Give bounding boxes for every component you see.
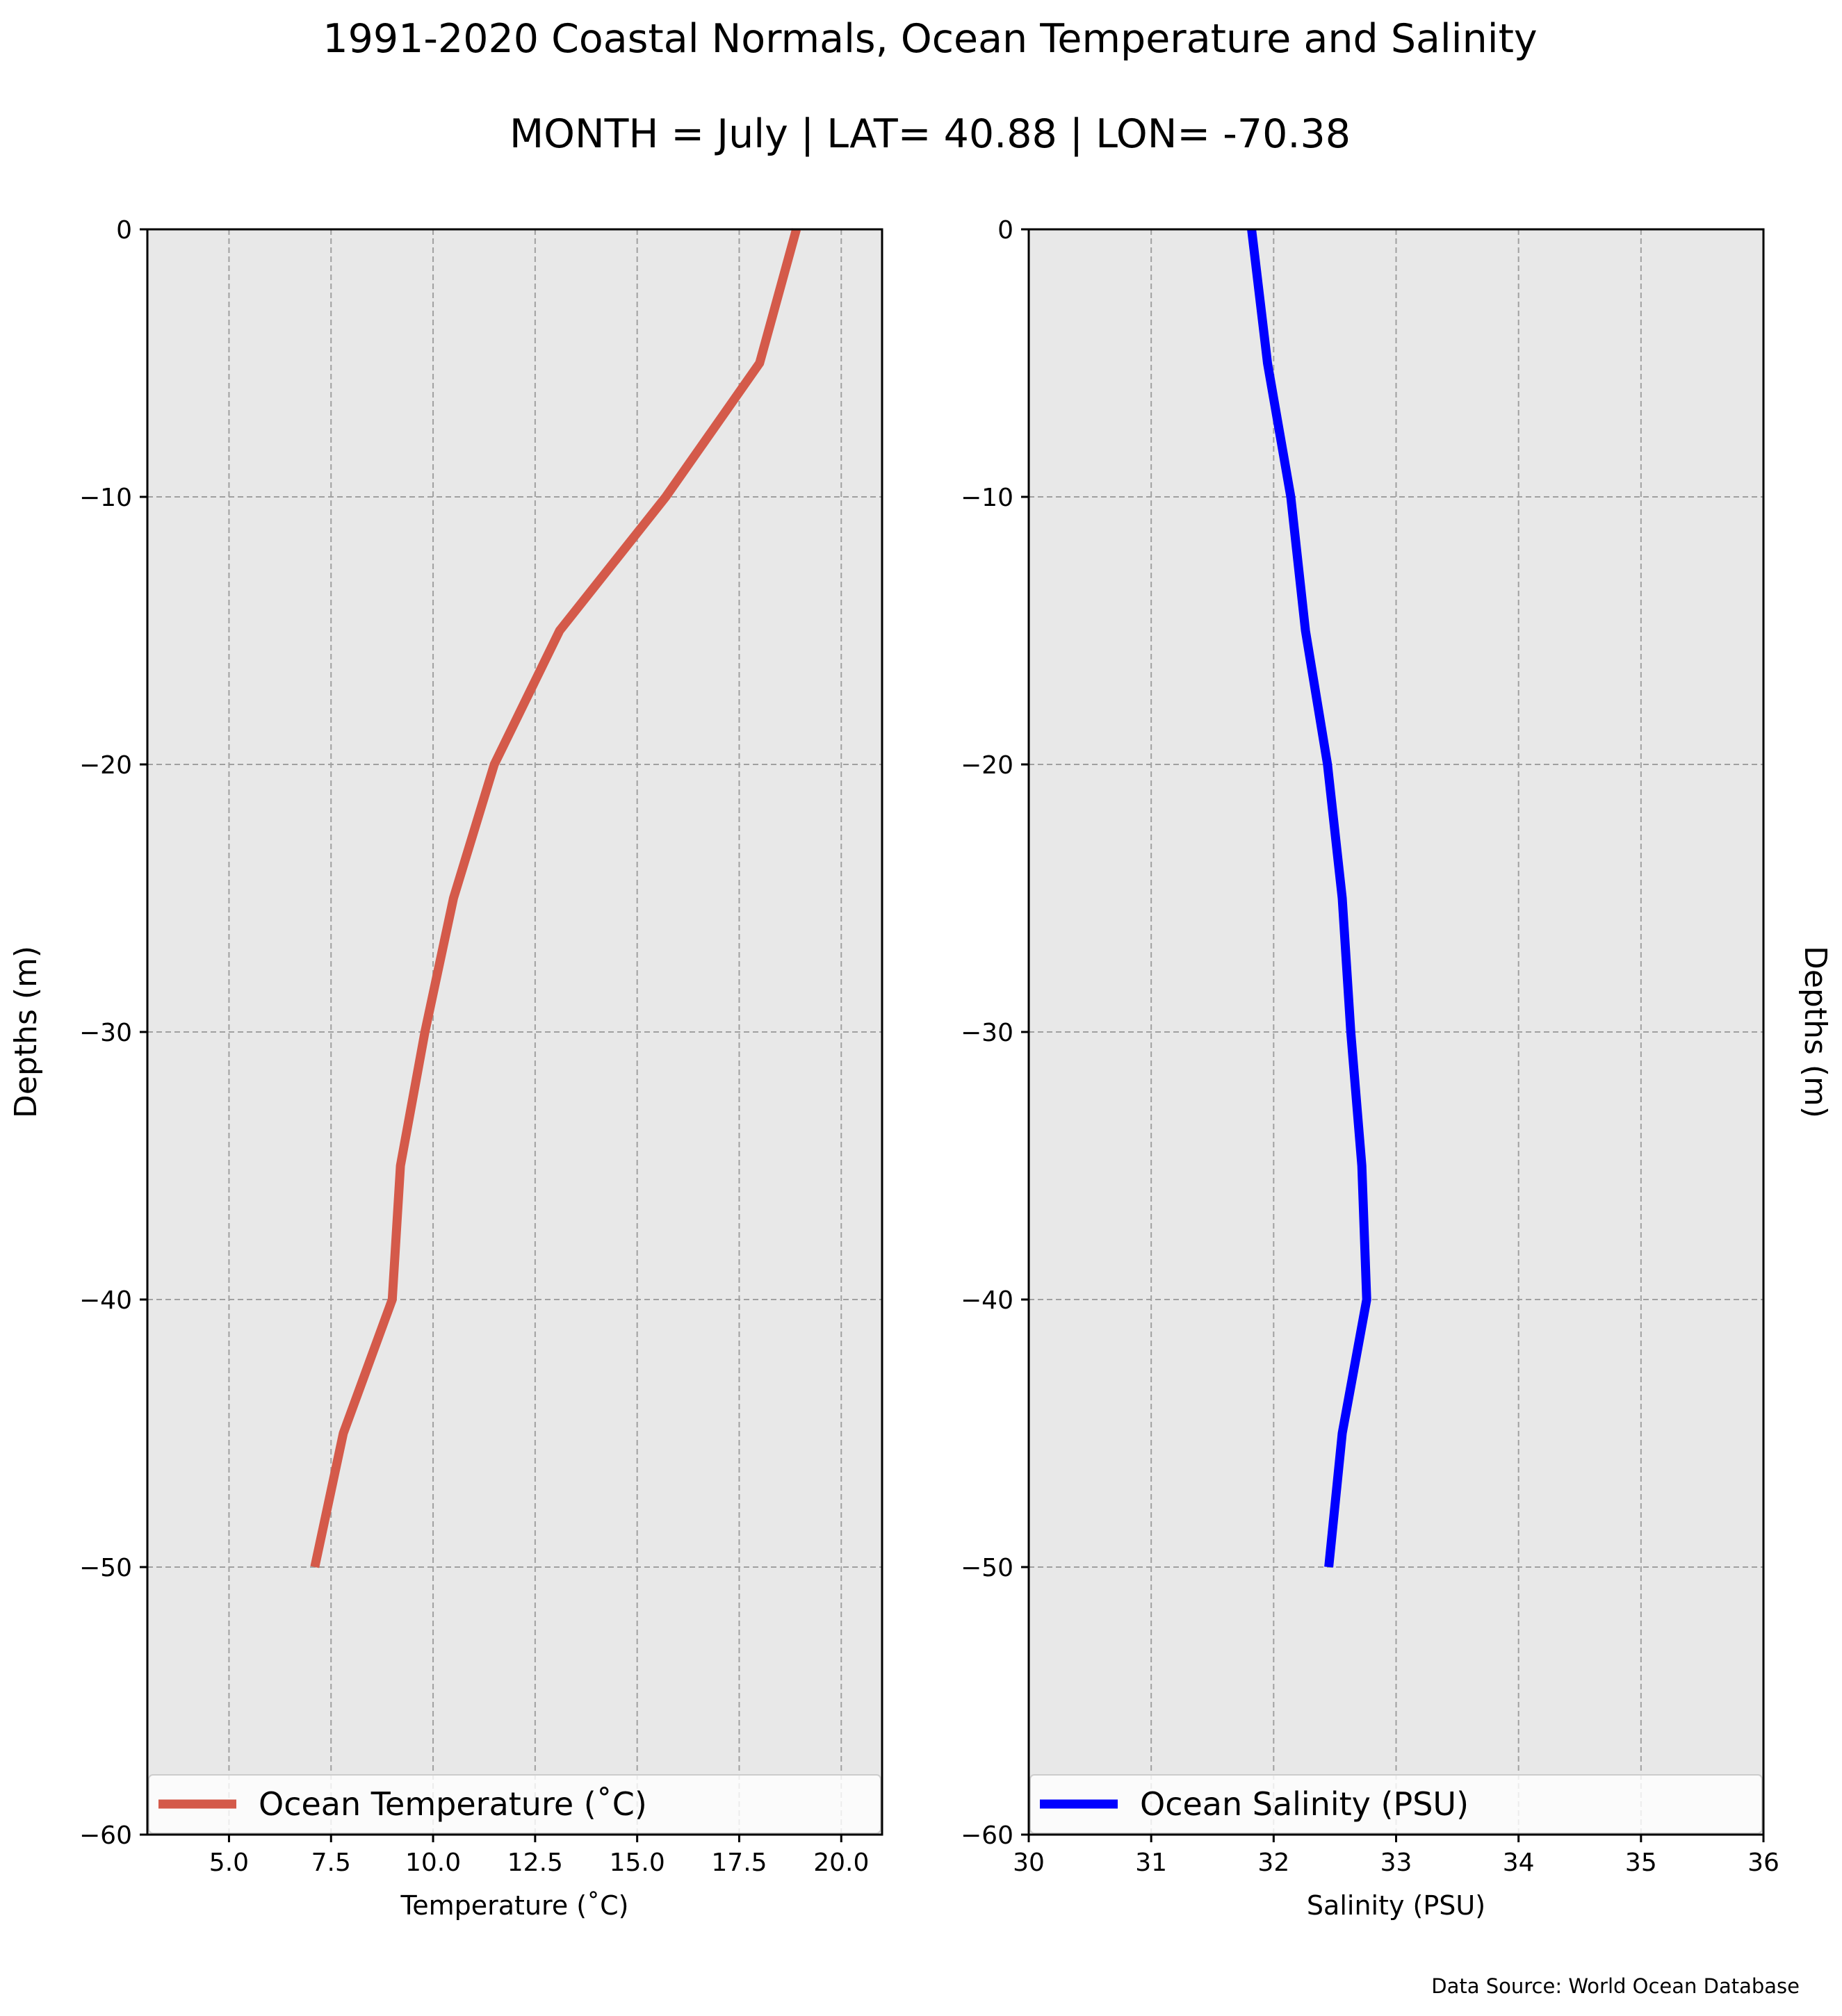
- salinity-ytick-label: −20: [961, 751, 1013, 780]
- salinity-ytick-label: −10: [961, 484, 1013, 512]
- temperature-ytick-label: −50: [79, 1554, 132, 1582]
- data-source-note: Data Source: World Ocean Database: [1431, 1974, 1800, 1998]
- temperature-xtick-label: 10.0: [405, 1849, 461, 1877]
- salinity-ytick-label: −40: [961, 1286, 1013, 1315]
- temperature-xtick-label: 15.0: [610, 1849, 665, 1877]
- salinity-yaxis-label: Depths (m): [1798, 946, 1833, 1118]
- temperature-xtick-label: 7.5: [311, 1849, 351, 1877]
- temperature-ytick-label: 0: [116, 216, 132, 245]
- salinity-xtick-label: 33: [1380, 1849, 1412, 1877]
- salinity-legend-label: Ocean Salinity (PSU): [1140, 1785, 1469, 1823]
- salinity-ytick-label: −50: [961, 1554, 1013, 1582]
- salinity-xtick-label: 32: [1257, 1849, 1289, 1877]
- figure-subtitle: MONTH = July | LAT= 40.88 | LON= -70.38: [510, 111, 1351, 157]
- salinity-xtick-label: 34: [1503, 1849, 1535, 1877]
- salinity-xtick-label: 31: [1135, 1849, 1167, 1877]
- temperature-ytick-label: −30: [79, 1019, 132, 1047]
- temperature-ytick-label: −20: [79, 751, 132, 780]
- temperature-legend-label: Ocean Temperature (˚C): [259, 1785, 647, 1823]
- temperature-ytick-label: −40: [79, 1286, 132, 1315]
- temperature-xtick-label: 17.5: [711, 1849, 767, 1877]
- temperature-panel: Ocean Temperature (˚C) 5.0 7.5 10.0 12.5 15.0…: [8, 216, 883, 1921]
- temperature-xtick-label: 20.0: [813, 1849, 869, 1877]
- salinity-xtick-label: 35: [1625, 1849, 1657, 1877]
- temperature-ytick-label: −60: [79, 1821, 132, 1850]
- salinity-panel: Ocean Salinity (PSU) 30 31 32 33 34 35 36 0 −10 −2…: [961, 216, 1833, 1921]
- salinity-ytick-label: −60: [961, 1821, 1013, 1850]
- temperature-ytick-label: −10: [79, 484, 132, 512]
- temperature-xaxis-label: Temperature (˚C): [400, 1890, 629, 1921]
- temperature-series-line: [310, 228, 801, 1568]
- salinity-xtick-label: 36: [1747, 1849, 1779, 1877]
- temperature-xtick-label: 5.0: [209, 1849, 249, 1877]
- temperature-yaxis-label: Depths (m): [8, 946, 44, 1118]
- salinity-ytick-label: −30: [961, 1019, 1013, 1047]
- temperature-xtick-label: 12.5: [507, 1849, 563, 1877]
- salinity-series-line: [1247, 229, 1371, 1568]
- temperature-legend-box: [148, 1774, 881, 1834]
- salinity-xaxis-label: Salinity (PSU): [1307, 1890, 1485, 1921]
- figure-title: 1991-2020 Coastal Normals, Ocean Tempera…: [323, 16, 1537, 62]
- salinity-ytick-label: 0: [997, 216, 1013, 245]
- salinity-xtick-label: 30: [1013, 1849, 1045, 1877]
- salinity-legend-box: [1029, 1774, 1763, 1834]
